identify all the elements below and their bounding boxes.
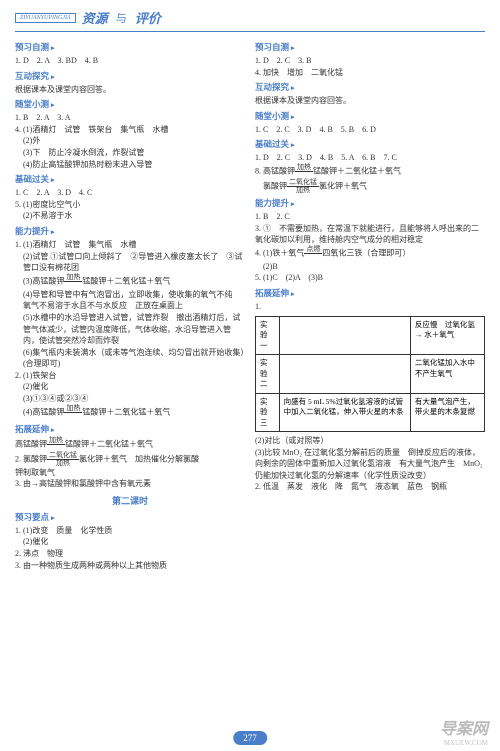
table-row: 实验一 反应慢 过氧化氢 → 水＋氧气 bbox=[256, 316, 485, 355]
table-cell: 反应慢 过氧化氢 → 水＋氧气 bbox=[410, 316, 484, 355]
title-part2: 评价 bbox=[135, 8, 161, 27]
answer-line: 3. 由一种物质生成两种或两种以上其他物质 bbox=[15, 560, 245, 572]
answer-line: (2)B bbox=[255, 261, 485, 273]
answer-line: 2. 沸点 物理 bbox=[15, 548, 245, 560]
answer-line: 1. C 2. C 3. D 4. B 5. B 6. D bbox=[255, 124, 485, 136]
section-heading: 预习自测▸ bbox=[15, 41, 245, 53]
answer-line: 根据课本及课堂内容回答。 bbox=[255, 95, 485, 107]
answer-line: 5. (1)密度比空气小 bbox=[15, 199, 245, 211]
answer-line: 1. D 2. A 3. BD 4. B bbox=[15, 55, 245, 67]
table-cell: 实验一 bbox=[256, 316, 280, 355]
table-cell: 实验三 bbox=[256, 393, 280, 432]
answer-line: (3)高锰酸钾加热 锰酸钾＋二氧化锰＋氧气 bbox=[15, 274, 245, 289]
answer-line: 4. (1)酒精灯 试管 铁架台 集气瓶 水槽 bbox=[15, 124, 245, 136]
table-cell bbox=[279, 316, 410, 355]
answer-line: (4)导管和导管中有气泡冒出，立即收集，使收集的氧气不纯 氧气不易溶于水且不与水… bbox=[15, 289, 245, 312]
answer-line: 5. (1)C (2)A (3)B bbox=[255, 272, 485, 284]
answer-line: 3. 由→高锰酸钾和氯酸钾中含有氧元素 bbox=[15, 478, 245, 490]
subsection-title: 第二课时 bbox=[15, 494, 245, 507]
answer-line: 3. ① 不需要加热，在常温下就能进行，且能够将人呼出来的二氧化碳加以利用，维持… bbox=[255, 223, 485, 246]
answer-line: (2)对比（或对照等） bbox=[255, 435, 485, 447]
answer-line: 1. (1)改变 质量 化学性质 bbox=[15, 525, 245, 537]
title-sep: 与 bbox=[116, 10, 127, 26]
section-heading: 互动探究▸ bbox=[255, 81, 485, 93]
answer-line: (2)催化 bbox=[15, 381, 245, 393]
table-cell bbox=[279, 355, 410, 394]
answer-line: 1. C 2. A 3. D 4. C bbox=[15, 187, 245, 199]
answer-line: 8. 高锰酸钾加热 锰酸钾＋二氧化锰＋氧气 bbox=[255, 164, 485, 179]
answer-line: 4. 加快 增加 二氧化锰 bbox=[255, 67, 485, 79]
section-heading: 预习自测▸ bbox=[255, 41, 485, 53]
answer-line: 1. D 2. C 3. D 4. B 5. A 6. B 7. C bbox=[255, 152, 485, 164]
answer-line: 4. (1)铁＋氧气点燃 四氧化三铁（合理即可） bbox=[255, 246, 485, 261]
page-header: ZIYUANYUPINGJIA 资源与评价 bbox=[0, 0, 500, 31]
section-heading: 随堂小测▸ bbox=[15, 98, 245, 110]
answer-line: (2)催化 bbox=[15, 536, 245, 548]
content-area: 预习自测▸ 1. D 2. A 3. BD 4. B 互动探究▸ 根据课本及课堂… bbox=[0, 38, 500, 571]
answer-line: (3)下 防止冷凝水倒流，炸裂试管 bbox=[15, 147, 245, 159]
table-cell: 二氧化锰加入水中不产生氧气 bbox=[410, 355, 484, 394]
answer-line: (6)集气瓶内未装满水（或未等气泡连续、均匀冒出就开始收集）(合理即可) bbox=[15, 347, 245, 370]
left-column: 预习自测▸ 1. D 2. A 3. BD 4. B 互动探究▸ 根据课本及课堂… bbox=[15, 38, 245, 571]
answer-line: 钾制取氧气 bbox=[15, 467, 245, 479]
answer-line: 2. 氯酸钾二氧化锰加热氯化钾＋氧气 加热催化分解氯酸 bbox=[15, 452, 245, 467]
table-row: 实验三向盛有 5 mL 5%过氧化氢溶液的试管中加入二氧化锰，伸入带火星的木条有… bbox=[256, 393, 485, 432]
logo-box: ZIYUANYUPINGJIA bbox=[15, 13, 76, 23]
title-part1: 资源 bbox=[82, 8, 108, 27]
header-divider bbox=[15, 31, 485, 32]
answer-line: 高锰酸钾加热 锰酸钾＋二氧化锰＋氧气 bbox=[15, 437, 245, 452]
section-heading: 能力提升▸ bbox=[15, 225, 245, 237]
answer-line: (3)①③④或②③④ bbox=[15, 393, 245, 405]
answer-line: (5)水槽中的水沿导管进入试管，试管炸裂 撤出酒精灯后，试管气体减少，试管内温度… bbox=[15, 312, 245, 347]
answer-line: (2)外 bbox=[15, 135, 245, 147]
section-heading: 互动探究▸ bbox=[15, 70, 245, 82]
table-cell: 向盛有 5 mL 5%过氧化氢溶液的试管中加入二氧化锰，伸入带火星的木条 bbox=[279, 393, 410, 432]
table-cell: 实验二 bbox=[256, 355, 280, 394]
section-heading: 拓展延伸▸ bbox=[255, 287, 485, 299]
section-heading: 随堂小测▸ bbox=[255, 110, 485, 122]
answer-line: (2)不易溶于水 bbox=[15, 210, 245, 222]
section-heading: 预习要点▸ bbox=[15, 511, 245, 523]
table-cell: 有大量气泡产生，带火星的木条复燃 bbox=[410, 393, 484, 432]
section-heading: 基础过关▸ bbox=[255, 138, 485, 150]
answer-line: 1. (1)酒精灯 试管 集气瓶 水槽 bbox=[15, 239, 245, 251]
answer-line: 1. B 2. C bbox=[255, 211, 485, 223]
answer-line: (4)高锰酸钾加热 锰酸钾＋二氧化锰＋氧气 bbox=[15, 405, 245, 420]
table-row: 实验二 二氧化锰加入水中不产生氧气 bbox=[256, 355, 485, 394]
answer-line: (4)防止高锰酸钾加热时粉末进入导管 bbox=[15, 159, 245, 171]
section-heading: 拓展延伸▸ bbox=[15, 423, 245, 435]
experiment-table: 实验一 反应慢 过氧化氢 → 水＋氧气 实验二 二氧化锰加入水中不产生氧气 实验三向… bbox=[255, 316, 485, 433]
right-column: 预习自测▸ 1. D 2. C 3. B 4. 加快 增加 二氧化锰 互动探究▸… bbox=[255, 38, 485, 571]
section-heading: 基础过关▸ bbox=[15, 173, 245, 185]
answer-line: 1. B 2. A 3. A bbox=[15, 112, 245, 124]
answer-line: 1. bbox=[255, 301, 485, 313]
answer-line: 2. (1)铁架台 bbox=[15, 370, 245, 382]
answer-line: 氯酸钾二氧化锰加热氯化钾＋氧气 bbox=[255, 179, 485, 194]
section-heading: 能力提升▸ bbox=[255, 197, 485, 209]
answer-line: (2)试管 ①试管口向上倾斜了 ②导管进入橡皮塞太长了 ③试管口没有棉花团 bbox=[15, 251, 245, 274]
answer-line: 2. 低温 蒸发 液化 降 氮气 液态氧 蓝色 钢瓶 bbox=[255, 481, 485, 493]
page-number: 277 bbox=[233, 731, 267, 745]
watermark-sub: MXUEW.COM bbox=[444, 739, 488, 747]
answer-line: 1. D 2. C 3. B bbox=[255, 55, 485, 67]
answer-line: (3)比较 MnO₂ 在过氧化氢分解前后的质量 倒掉反应后的液体，向剩余的固体中… bbox=[255, 447, 485, 482]
watermark: 导案网 bbox=[440, 715, 488, 739]
answer-line: 根据课本及课堂内容回答。 bbox=[15, 84, 245, 96]
